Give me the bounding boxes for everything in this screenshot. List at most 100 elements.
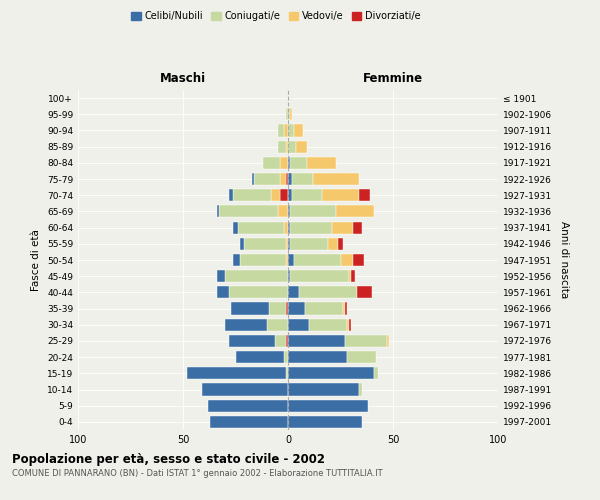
Bar xyxy=(296,140,307,152)
Bar xyxy=(349,270,351,282)
Text: Popolazione per età, sesso e stato civile - 2002: Popolazione per età, sesso e stato civil… xyxy=(12,452,325,466)
Bar xyxy=(239,254,286,266)
Bar xyxy=(238,222,284,234)
Bar xyxy=(208,400,288,412)
Bar xyxy=(263,157,280,169)
Bar xyxy=(284,124,288,136)
Bar xyxy=(290,238,328,250)
Bar xyxy=(295,124,303,136)
Bar xyxy=(288,400,368,412)
Bar xyxy=(288,384,359,396)
Bar xyxy=(343,302,345,314)
Bar xyxy=(202,384,288,396)
Bar xyxy=(288,238,290,250)
Bar xyxy=(233,189,271,202)
Bar xyxy=(332,222,353,234)
Bar xyxy=(353,254,364,266)
Bar xyxy=(313,173,359,185)
Bar xyxy=(288,173,292,185)
Bar xyxy=(290,108,292,120)
Bar xyxy=(271,189,280,202)
Bar xyxy=(288,206,290,218)
Bar xyxy=(275,335,286,347)
Bar xyxy=(288,140,296,152)
Y-axis label: Anni di nascita: Anni di nascita xyxy=(559,222,569,298)
Bar xyxy=(286,368,288,380)
Bar xyxy=(295,254,341,266)
Bar xyxy=(217,206,218,218)
Bar xyxy=(288,124,295,136)
Bar xyxy=(292,173,313,185)
Bar xyxy=(280,189,288,202)
Bar xyxy=(288,189,292,202)
Bar xyxy=(277,140,286,152)
Bar xyxy=(292,189,322,202)
Bar xyxy=(307,157,336,169)
Y-axis label: Fasce di età: Fasce di età xyxy=(31,229,41,291)
Bar xyxy=(277,124,284,136)
Bar xyxy=(286,254,288,266)
Bar xyxy=(374,368,379,380)
Bar xyxy=(328,238,338,250)
Bar xyxy=(286,302,288,314)
Bar xyxy=(288,254,295,266)
Bar xyxy=(309,318,347,331)
Bar xyxy=(280,173,286,185)
Bar xyxy=(288,368,374,380)
Bar xyxy=(286,108,288,120)
Bar xyxy=(288,318,309,331)
Bar xyxy=(290,222,332,234)
Bar xyxy=(240,238,244,250)
Bar xyxy=(286,335,288,347)
Bar xyxy=(351,270,355,282)
Bar xyxy=(217,286,229,298)
Bar xyxy=(305,302,343,314)
Bar xyxy=(225,270,288,282)
Bar xyxy=(290,270,349,282)
Bar xyxy=(280,157,288,169)
Bar xyxy=(284,222,288,234)
Bar xyxy=(359,384,362,396)
Bar xyxy=(269,302,286,314)
Legend: Celibi/Nubili, Coniugati/e, Vedovi/e, Divorziati/e: Celibi/Nubili, Coniugati/e, Vedovi/e, Di… xyxy=(127,8,425,25)
Bar xyxy=(288,270,290,282)
Bar xyxy=(288,335,345,347)
Bar xyxy=(288,302,305,314)
Bar xyxy=(359,189,370,202)
Bar xyxy=(288,222,290,234)
Bar xyxy=(387,335,389,347)
Bar xyxy=(232,302,269,314)
Bar xyxy=(341,254,353,266)
Bar xyxy=(299,286,358,298)
Bar xyxy=(345,335,387,347)
Text: COMUNE DI PANNARANO (BN) - Dati ISTAT 1° gennaio 2002 - Elaborazione TUTTITALIA.: COMUNE DI PANNARANO (BN) - Dati ISTAT 1°… xyxy=(12,469,383,478)
Bar xyxy=(244,238,286,250)
Bar xyxy=(347,318,349,331)
Bar xyxy=(277,206,288,218)
Bar xyxy=(337,206,374,218)
Bar xyxy=(229,286,288,298)
Bar xyxy=(218,206,277,218)
Bar xyxy=(288,157,290,169)
Bar xyxy=(217,270,225,282)
Text: Maschi: Maschi xyxy=(160,72,206,85)
Bar xyxy=(288,416,361,428)
Bar xyxy=(338,238,343,250)
Bar xyxy=(225,318,267,331)
Bar xyxy=(288,108,290,120)
Bar xyxy=(286,140,288,152)
Bar xyxy=(233,222,238,234)
Bar xyxy=(288,351,347,363)
Bar xyxy=(358,286,372,298)
Bar xyxy=(187,368,286,380)
Bar xyxy=(229,335,275,347)
Bar xyxy=(252,173,254,185)
Bar xyxy=(267,318,288,331)
Bar xyxy=(347,351,376,363)
Text: Femmine: Femmine xyxy=(363,72,423,85)
Bar xyxy=(229,189,233,202)
Bar xyxy=(322,189,359,202)
Bar xyxy=(349,318,351,331)
Bar xyxy=(254,173,280,185)
Bar xyxy=(286,238,288,250)
